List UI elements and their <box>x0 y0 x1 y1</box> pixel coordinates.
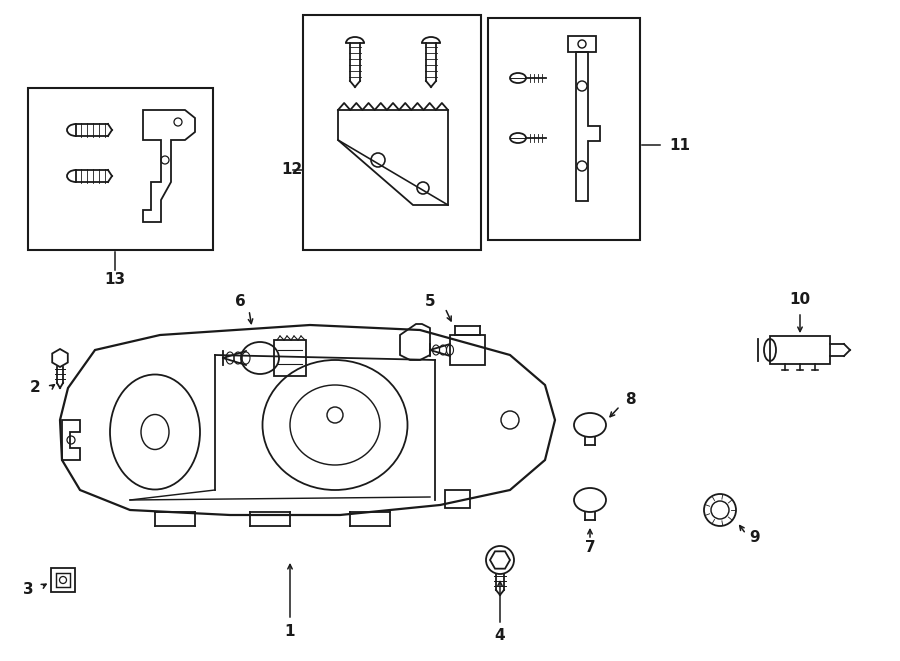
Bar <box>303 15 481 250</box>
Text: 2: 2 <box>30 381 40 395</box>
Bar <box>274 340 306 376</box>
Text: 13: 13 <box>104 272 126 288</box>
Bar <box>770 336 830 364</box>
Text: 5: 5 <box>425 295 436 309</box>
Bar <box>445 490 470 508</box>
Text: 9: 9 <box>750 531 760 545</box>
Text: 6: 6 <box>235 295 246 309</box>
Text: 3: 3 <box>22 582 33 598</box>
Text: 12: 12 <box>282 163 302 178</box>
Text: 7: 7 <box>585 541 595 555</box>
Text: 1: 1 <box>284 625 295 639</box>
Bar <box>450 335 485 365</box>
Bar <box>51 568 75 592</box>
Bar <box>56 573 70 587</box>
Bar <box>488 18 640 240</box>
Text: 11: 11 <box>670 137 690 153</box>
Text: 10: 10 <box>789 293 811 307</box>
Bar <box>568 36 596 52</box>
Bar <box>28 88 213 250</box>
Text: 4: 4 <box>495 627 505 642</box>
Text: 8: 8 <box>625 393 635 407</box>
